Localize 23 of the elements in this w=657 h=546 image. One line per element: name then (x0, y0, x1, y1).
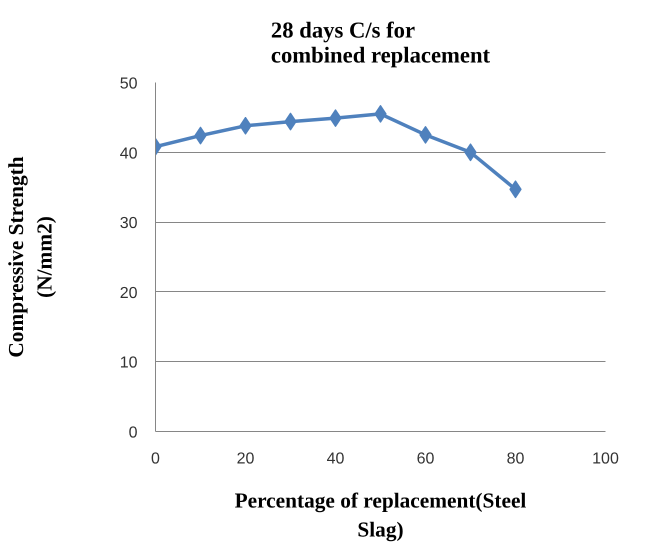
point (419, 126, 432, 144)
point (284, 112, 297, 131)
point (194, 126, 207, 145)
y-tick-label: 20 (120, 284, 138, 302)
x-tick-label: 100 (592, 450, 619, 468)
x-tick-label: 0 (151, 450, 160, 468)
x-tick-label: 40 (326, 450, 344, 468)
point (464, 143, 477, 162)
y-axis-title: Compressive Strength (N/mm2) (4, 156, 57, 358)
chart-title: 28 days C/s for combined replacement (270, 18, 491, 68)
x-tick-label: 20 (236, 450, 254, 468)
y-tick-label: 0 (128, 424, 138, 442)
y-tick-label: 40 (120, 145, 138, 162)
x-tick-label: 80 (506, 450, 524, 468)
x-axis-title: Percentage of replacement(Steel Slag) (234, 488, 526, 542)
y-tick-label: 50 (120, 76, 138, 92)
y-tick-label: 10 (120, 354, 138, 372)
y-tick-label: 30 (120, 215, 138, 232)
x-tick-label: 60 (416, 450, 434, 468)
point (509, 180, 522, 198)
point (239, 116, 252, 135)
point (329, 109, 342, 128)
point (374, 104, 387, 123)
